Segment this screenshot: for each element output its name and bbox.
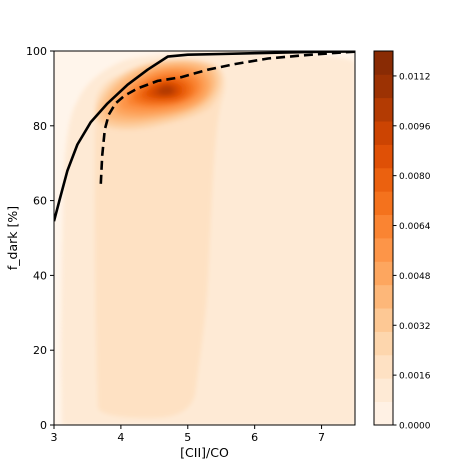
colorbar-segment [374, 214, 393, 239]
colorbar-segment [374, 121, 393, 145]
y-axis: 0 20 40 60 80 100 [26, 45, 54, 432]
colorbar-segment [374, 51, 393, 75]
density-band-14 [158, 86, 174, 95]
x-tick-label: 4 [117, 431, 124, 444]
x-axis-label: [CII]/CO [180, 445, 229, 460]
y-tick-label: 20 [33, 344, 47, 357]
colorbar-tick-label: 0.0080 [399, 172, 431, 182]
plot-frame [53, 50, 356, 426]
colorbar-segment [374, 167, 393, 192]
dashed-curve [99, 51, 355, 184]
colorbar-tick-label: 0.0032 [399, 322, 431, 332]
colorbar-segment [374, 191, 393, 216]
y-tick-label: 60 [33, 195, 47, 208]
y-tick-label: 0 [40, 419, 47, 432]
colorbar-tick-label: 0.0048 [399, 272, 431, 282]
colorbar-frame [373, 50, 394, 426]
colorbar-tick-label: 0.0112 [399, 72, 431, 82]
density-fill [61, 51, 355, 425]
curve-lines [54, 51, 355, 222]
y-tick-label: 80 [33, 120, 47, 133]
colorbar-segment [374, 74, 393, 99]
x-tick-label: 3 [51, 431, 58, 444]
colorbar-tick-label: 0.0000 [399, 422, 431, 432]
density-contours [61, 51, 355, 425]
density-band-3 [94, 61, 226, 419]
density-band-2 [262, 70, 345, 417]
y-tick-label: 100 [26, 45, 47, 58]
colorbar-segment [374, 144, 393, 169]
colorbar-segment [374, 401, 393, 426]
x-tick-label: 5 [184, 431, 191, 444]
colorbar-segment [374, 261, 393, 286]
colorbar: 0.0000 0.0016 0.0032 0.0048 0.0064 0.0080 0.00… [373, 50, 431, 432]
x-axis: 3 4 5 6 7 [51, 425, 325, 444]
colorbar-segment [374, 331, 393, 356]
colorbar-tick-label: 0.0064 [399, 222, 431, 232]
colorbar-tick-label: 0.0096 [399, 122, 431, 132]
colorbar-segment [374, 284, 393, 309]
x-tick-label: 7 [318, 431, 325, 444]
solid-curve [54, 51, 355, 222]
plot-area [53, 50, 356, 426]
colorbar-segment [374, 97, 393, 122]
colorbar-tick-label: 0.0016 [399, 372, 431, 382]
colorbar-segment [374, 308, 393, 332]
colorbar-segment [374, 378, 393, 403]
x-tick-label: 6 [251, 431, 258, 444]
colorbar-segment [374, 354, 393, 379]
colorbar-segment [374, 238, 393, 262]
y-axis-label: f_dark [%] [5, 206, 20, 270]
y-tick-label: 40 [33, 269, 47, 282]
